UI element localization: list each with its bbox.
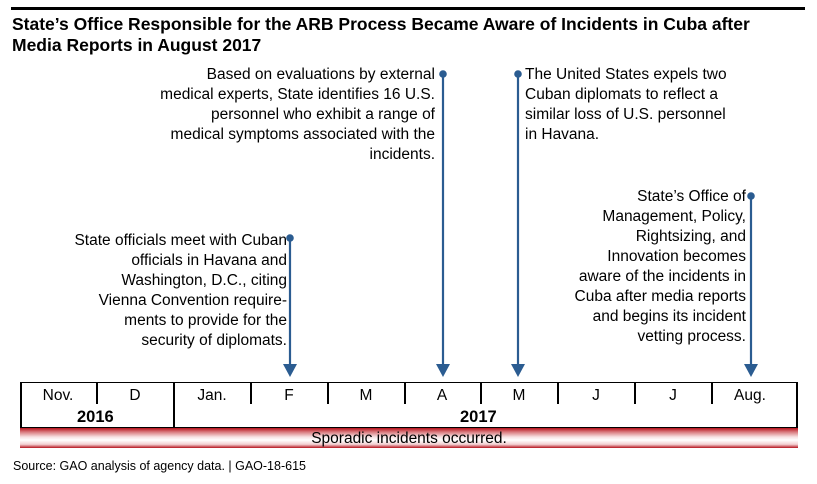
year-label-2017: 2017 xyxy=(460,408,497,426)
sporadic-incidents-band: Sporadic incidents occurred. xyxy=(20,428,798,448)
figure-title: State’s Office Responsible for the ARB P… xyxy=(12,14,750,55)
arrow-feb-2017 xyxy=(283,234,297,377)
note-aug-2017: State’s Office of Management, Policy, Ri… xyxy=(574,188,746,345)
tick xyxy=(796,382,798,427)
tick xyxy=(96,382,98,404)
month-label: D xyxy=(129,387,141,404)
month-label: Nov. xyxy=(42,387,74,404)
tick xyxy=(634,382,636,404)
month-label: J xyxy=(592,387,600,404)
note-apr-2017: Based on evaluations by external medical… xyxy=(160,66,435,163)
tick xyxy=(20,382,22,427)
title-rule xyxy=(11,7,805,10)
tick xyxy=(480,382,482,404)
tick xyxy=(327,382,329,404)
month-label: A xyxy=(436,387,448,404)
arrow-aug-2017 xyxy=(744,192,758,377)
note-feb-2017: State officials meet with Cuban official… xyxy=(74,232,287,349)
month-label: M xyxy=(512,387,526,404)
source-note: Source: GAO analysis of agency data. | G… xyxy=(13,459,306,473)
month-label: J xyxy=(669,387,677,404)
tick xyxy=(250,382,252,404)
tick xyxy=(404,382,406,404)
month-label: F xyxy=(284,387,294,404)
note-may-2017: The United States expels two Cuban diplo… xyxy=(525,66,727,143)
month-label: Jan. xyxy=(197,387,227,404)
timeline: Nov. D Jan. F M A M J J Aug. 2016 2017 xyxy=(20,382,798,428)
month-label: Aug. xyxy=(734,387,766,404)
year-label-2016: 2016 xyxy=(77,408,114,426)
tick xyxy=(711,382,713,404)
tick xyxy=(173,382,175,427)
tick xyxy=(557,382,559,404)
month-label: M xyxy=(359,387,373,404)
arrow-may-2017 xyxy=(511,70,525,377)
arrow-apr-2017 xyxy=(436,70,450,377)
